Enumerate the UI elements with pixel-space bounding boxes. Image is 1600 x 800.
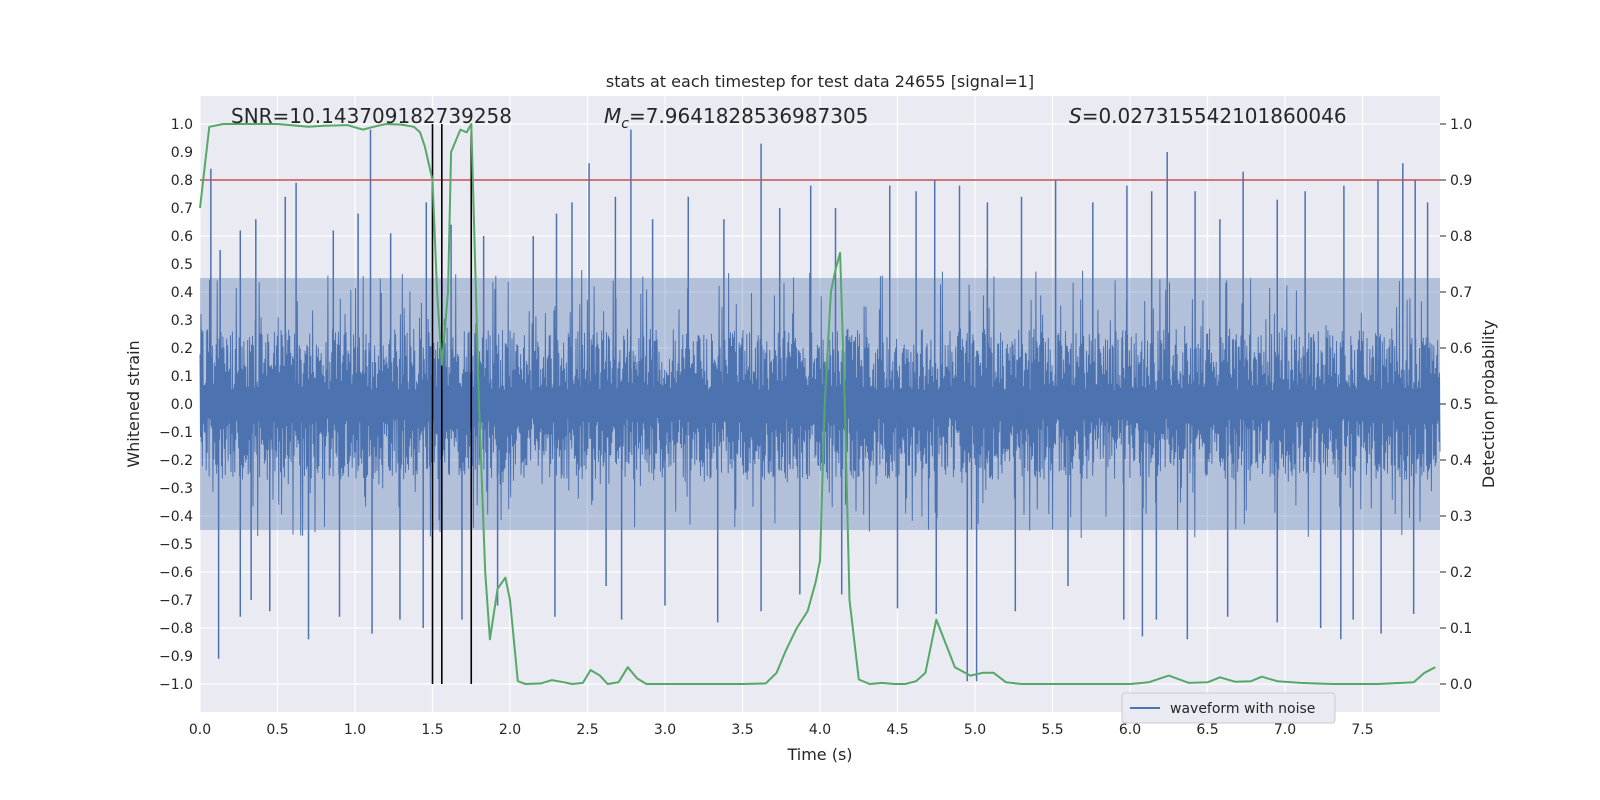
x-tick-label-13: 6.5 [1196,722,1218,738]
chart-title: stats at each timestep for test data 246… [606,72,1034,91]
y-tick-label-18: 0.8 [171,173,193,189]
y-tick-label-3: −0.7 [159,593,193,609]
y-tick-label-9: −0.1 [159,425,193,441]
x-tick-label-2: 1.0 [344,722,366,738]
vertical-markers [431,124,473,684]
x-axis-ticks: 0.0 0.5 1.0 1.5 2.0 2.5 3.0 3.5 4.0 4.5 5.0 5.5 6.0 6… [189,722,1374,738]
mc-symbol: M [604,104,621,128]
y-tick-label-15: 0.5 [171,257,193,273]
x-tick-label-4: 2.0 [499,722,521,738]
y-tick-label-2: −0.8 [159,621,193,637]
y-tick-label-17: 0.7 [171,201,193,217]
x-tick-label-14: 7.0 [1274,722,1296,738]
y-axis-label: Whitened strain [124,340,143,467]
waveform-line [199,269,1441,539]
y-tick-label-1: −0.9 [159,649,193,665]
y-tick-label-20: 1.0 [171,117,193,133]
probability-line [199,123,1436,685]
x-tick-label-1: 0.5 [266,722,288,738]
s-value: =0.027315542101860046 [1082,104,1347,128]
x-tick-label-8: 4.0 [809,722,831,738]
y-tick-label-11: 0.1 [171,369,193,385]
x-tick-label-0: 0.0 [189,722,211,738]
y2-tick-label-3: 0.3 [1450,509,1472,525]
x-tick-label-7: 3.5 [731,722,753,738]
mc-value: =7.9641828536987305 [629,104,868,128]
x-tick-label-12: 6.0 [1119,722,1141,738]
legend: waveform with noise [1121,692,1336,724]
y2-tick-label-8: 0.8 [1450,229,1472,245]
y2-tick-label-1: 0.1 [1450,621,1472,637]
s-symbol: S [1069,104,1082,128]
y2-tick-label-10: 1.0 [1450,117,1472,133]
x-tick-label-9: 4.5 [886,722,908,738]
x-tick-label-11: 5.5 [1041,722,1063,738]
y-axis-ticks: −1.0 −0.9 −0.8 −0.7 −0.6 −0.5 −0.4 −0.3 −0.2 −0.1… [159,117,193,693]
probability-series [199,123,1436,685]
y2-tick-label-0: 0.0 [1450,677,1472,693]
y-tick-label-6: −0.4 [159,509,193,525]
mc-annotation: Mc=7.9641828536987305 [604,104,868,132]
snr-annotation: SNR=10.143709182739258 [231,104,512,128]
legend-label: waveform with noise [1170,701,1315,717]
x-tick-label-6: 3.0 [654,722,676,738]
x-tick-label-15: 7.5 [1351,722,1373,738]
mc-subscript: c [621,116,629,132]
y2-tick-label-2: 0.2 [1450,565,1472,581]
y2-tick-label-5: 0.5 [1450,397,1472,413]
x-tick-label-5: 2.5 [576,722,598,738]
y-tick-label-13: 0.3 [171,313,193,329]
y2-axis-ticks: 0.0 0.1 0.2 0.3 0.4 0.5 0.6 0.7 0.8 0.9 1.0 [1440,117,1472,693]
y2-axis-label: Detection probability [1479,320,1498,488]
y2-tick-label-9: 0.9 [1450,173,1472,189]
y-tick-label-8: −0.2 [159,453,193,469]
y-tick-label-10: 0.0 [171,397,193,413]
y-tick-label-7: −0.3 [159,481,193,497]
s-annotation: S=0.027315542101860046 [1069,104,1347,128]
waveform-series [199,129,1441,682]
y-tick-label-12: 0.2 [171,341,193,357]
x-tick-label-3: 1.5 [421,722,443,738]
y-tick-label-14: 0.4 [171,285,193,301]
y2-tick-label-7: 0.7 [1450,285,1472,301]
legend-box [1121,692,1336,724]
x-axis-label: Time (s) [786,745,852,764]
y2-tick-label-6: 0.6 [1450,341,1472,357]
y2-tick-label-4: 0.4 [1450,453,1472,469]
y-tick-label-19: 0.9 [171,145,193,161]
y-tick-label-0: −1.0 [159,677,193,693]
y-tick-label-4: −0.6 [159,565,193,581]
y-tick-label-16: 0.6 [171,229,193,245]
y-tick-label-5: −0.5 [159,537,193,553]
x-tick-label-10: 5.0 [964,722,986,738]
waveform-envelope [200,278,1440,530]
